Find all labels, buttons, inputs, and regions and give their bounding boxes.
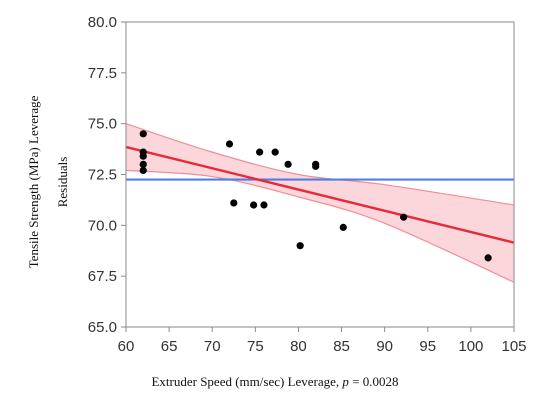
y-axis-title-line2: Residuals [55, 157, 70, 208]
data-point [271, 148, 279, 156]
y-tick-label: 77.5 [88, 65, 117, 82]
y-tick-label: 70.0 [88, 217, 117, 234]
y-tick-label: 75.0 [88, 116, 117, 133]
x-axis-title-p: p [341, 374, 349, 389]
data-point [296, 242, 304, 250]
data-point [339, 223, 347, 231]
x-tick-label: 85 [333, 338, 350, 355]
data-point [260, 201, 268, 209]
y-tick-label: 80.0 [88, 14, 117, 31]
x-tick-label: 100 [458, 338, 483, 355]
x-tick-label: 75 [247, 338, 264, 355]
fit-line [125, 145, 515, 244]
data-point [225, 140, 234, 148]
points-layer [139, 130, 492, 262]
y-tick-label: 65.0 [88, 319, 117, 336]
x-tick-label: 90 [376, 338, 393, 355]
confidence-band [126, 123, 514, 283]
data-point [400, 213, 408, 221]
x-tick-label: 80 [290, 338, 307, 355]
x-axis-title-main: Extruder Speed (mm/sec) Leverage, [151, 374, 342, 389]
data-point [256, 148, 264, 156]
x-tick-label: 105 [501, 338, 526, 355]
confidence-band-lower [125, 169, 515, 283]
x-axis-title: Extruder Speed (mm/sec) Leverage, p = 0.… [151, 374, 398, 389]
y-axis-title-line1: Tensile Strength (MPa) Leverage [26, 95, 41, 268]
x-axis-title-p-value: = 0.0028 [349, 374, 399, 389]
x-axis: 60 65 70 75 80 85 90 95 100 105 [118, 327, 527, 355]
data-point [139, 130, 147, 138]
data-point [284, 160, 292, 168]
data-point [230, 199, 238, 207]
y-axis: 65.0 67.5 70.0 72.5 75.0 77.5 80.0 [88, 14, 126, 336]
x-tick-label: 95 [419, 338, 436, 355]
x-tick-label: 70 [204, 338, 221, 355]
data-point [250, 201, 258, 209]
data-point [139, 152, 147, 160]
data-point [312, 162, 320, 170]
data-point [484, 254, 492, 262]
x-tick-label: 60 [118, 338, 135, 355]
data-point [139, 166, 147, 175]
confidence-band-upper [125, 123, 515, 206]
confidence-band-layer [125, 123, 515, 283]
x-tick-label: 65 [161, 338, 178, 355]
y-tick-label: 72.5 [88, 167, 117, 184]
y-tick-label: 67.5 [88, 268, 117, 285]
plot-area [126, 22, 514, 327]
data-point [139, 160, 147, 168]
